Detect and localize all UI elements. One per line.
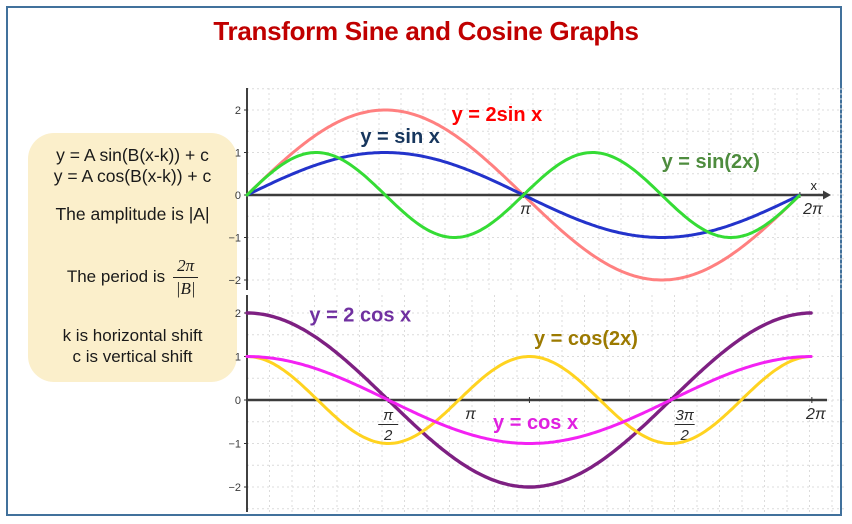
period-fraction: 2π |B| bbox=[173, 256, 199, 298]
x-axis-arrow-icon bbox=[823, 190, 831, 200]
curve-label-y-sin-x: y = sin x bbox=[360, 126, 440, 148]
x-tick-label: 2π bbox=[805, 406, 826, 423]
formula-info-box: y = A sin(B(x-k)) + c y = A cos(B(x-k)) … bbox=[28, 133, 237, 382]
cosine-general-formula: y = A cos(B(x-k)) + c bbox=[53, 166, 212, 186]
y-tick-label: −2 bbox=[228, 482, 241, 494]
period-rule-text: The period is bbox=[66, 267, 166, 286]
x-tick-label-numerator: 3π bbox=[675, 407, 694, 424]
curve-y-cos-x bbox=[245, 355, 813, 445]
sine-general-formula: y = A sin(B(x-k)) + c bbox=[56, 145, 209, 165]
x-tick-label: π bbox=[520, 201, 531, 218]
amplitude-rule: The amplitude is |A| bbox=[55, 204, 210, 224]
y-tick-label: 2 bbox=[235, 105, 241, 117]
curve-label-y-2-cos-x: y = 2 cos x bbox=[309, 305, 411, 327]
vertical-shift-rule: c is vertical shift bbox=[72, 347, 193, 366]
page-title: Transform Sine and Cosine Graphs bbox=[213, 16, 639, 46]
curve-label-y-sin-2x: y = sin(2x) bbox=[662, 151, 760, 173]
y-tick-label: 0 bbox=[235, 395, 241, 407]
curve-y-sin-2x bbox=[245, 151, 801, 239]
x-tick-label-denominator: 2 bbox=[383, 427, 393, 444]
y-tick-label: 1 bbox=[235, 148, 241, 160]
y-tick-label: −1 bbox=[228, 233, 241, 245]
curve-label-y-cos-2x: y = cos(2x) bbox=[534, 328, 638, 350]
curve-y-cos-2x bbox=[245, 355, 813, 445]
y-tick-label: 0 bbox=[235, 190, 241, 202]
y-tick-label: −1 bbox=[228, 439, 241, 451]
x-tick-label-denominator: 2 bbox=[679, 427, 689, 444]
sine-chart: x 2 1 0 −1 −2 π 2π y = 2sin x y = sin x y = sin(2x… bbox=[226, 88, 846, 295]
y-tick-label: −2 bbox=[228, 275, 241, 287]
grid bbox=[247, 88, 846, 290]
curve-label-y-2sin-x: y = 2sin x bbox=[452, 104, 543, 126]
y-tick-label: 2 bbox=[235, 308, 241, 320]
sine-transforms-plot: x 2 1 0 −1 −2 π 2π y = 2sin x y = sin x y = sin(2x… bbox=[228, 88, 846, 290]
period-fraction-numerator: 2π bbox=[173, 256, 199, 278]
y-tick-label: 1 bbox=[235, 352, 241, 364]
x-tick-label-numerator: π bbox=[383, 407, 394, 424]
horizontal-shift-rule: k is horizontal shift bbox=[62, 326, 203, 345]
x-axis-label: x bbox=[811, 178, 818, 193]
period-rule: The period is 2π |B| bbox=[28, 251, 237, 303]
curve-label-y-cos-x: y = cos x bbox=[493, 412, 578, 434]
curve-y-2-cos-x bbox=[245, 311, 813, 489]
period-fraction-denominator: |B| bbox=[175, 278, 196, 298]
x-tick-label: π bbox=[465, 406, 476, 423]
x-tick-label: 2π bbox=[802, 201, 823, 218]
